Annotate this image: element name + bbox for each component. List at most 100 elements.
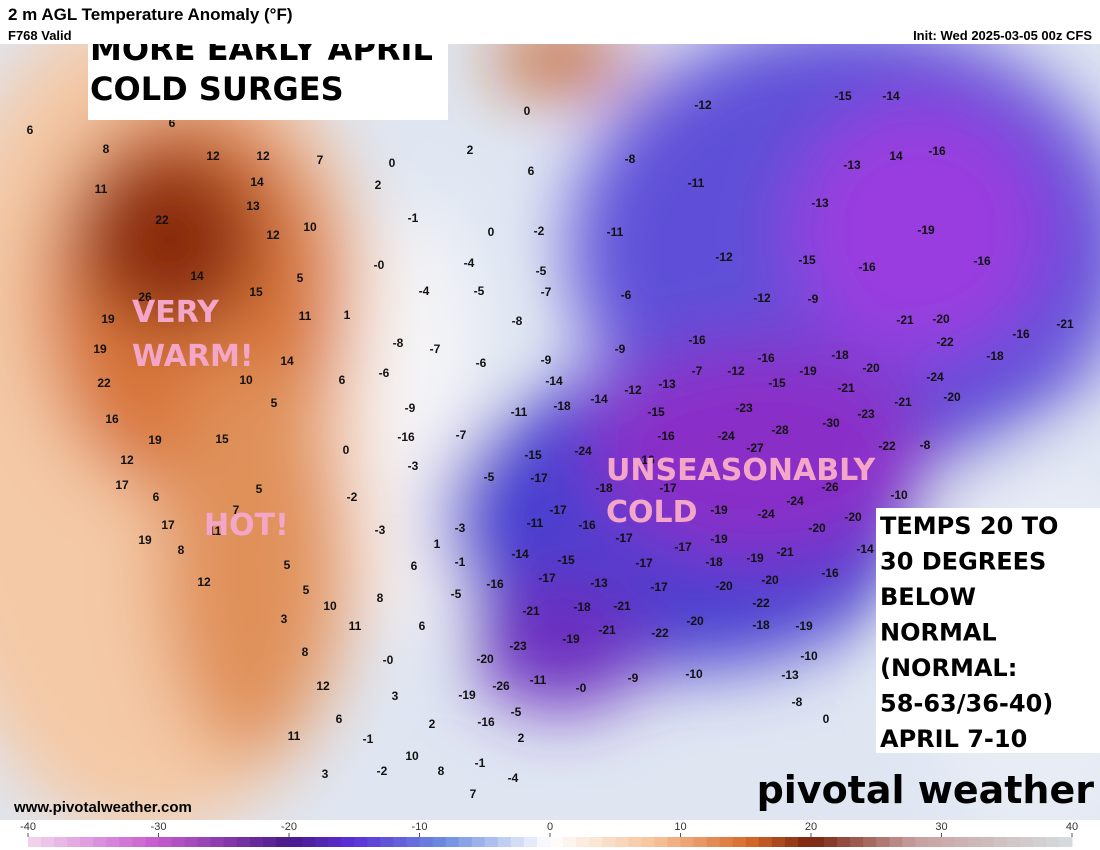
colorbar-swatch: [484, 837, 499, 847]
map-value: 10: [405, 749, 419, 763]
map-value: -20: [932, 312, 950, 326]
colorbar-tick-label: -30: [151, 821, 167, 833]
map-value: -5: [474, 284, 485, 298]
map-value: 3: [392, 689, 399, 703]
colorbar-swatch: [602, 837, 616, 847]
map-value: -20: [715, 579, 733, 593]
map-value: -24: [786, 494, 804, 508]
map-value: -15: [768, 376, 786, 390]
colorbar-swatch: [941, 837, 956, 847]
map-value: 15: [215, 432, 229, 446]
map-value: -15: [524, 448, 542, 462]
colorbar-swatch: [510, 837, 525, 847]
map-value: -21: [896, 313, 914, 327]
colorbar-swatch: [93, 837, 107, 847]
colorbar-tick-label: 20: [805, 821, 817, 833]
map-value: -6: [379, 366, 390, 380]
colorbar-swatch: [106, 837, 120, 847]
map-value: -19: [562, 632, 580, 646]
colorbar-swatch: [876, 837, 890, 847]
colorbar-swatch: [367, 837, 381, 847]
colorbar-swatch: [406, 837, 420, 847]
map-value: -19: [710, 503, 728, 517]
map-value: 19: [138, 533, 152, 547]
colorbar-swatch: [628, 837, 642, 847]
map-value: -11: [527, 516, 544, 530]
map-value: -10: [685, 667, 703, 681]
map-value: -21: [613, 599, 631, 613]
map-value: 11: [349, 619, 362, 633]
map-value: 0: [823, 712, 830, 726]
header-bar: [0, 0, 1100, 44]
map-value: 12: [120, 453, 134, 467]
map-value: -16: [657, 429, 675, 443]
map-value: -9: [541, 353, 552, 367]
map-value: -27: [746, 441, 764, 455]
colorbar-tick-label: 0: [547, 821, 553, 833]
map-value: 11: [209, 524, 222, 538]
map-value: -12: [624, 383, 642, 397]
map-value: -7: [430, 342, 441, 356]
map-value: -20: [808, 521, 826, 535]
colorbar-tick-label: 40: [1066, 821, 1078, 833]
colorbar-tick-label: -10: [412, 821, 428, 833]
valid: F768 Valid: [8, 28, 72, 43]
map-value: -4: [508, 771, 519, 785]
map-value: 19: [148, 433, 162, 447]
map-value: 17: [115, 478, 129, 492]
map-value: -1: [475, 756, 486, 770]
colorbar-swatch: [275, 837, 290, 847]
colorbar-swatch: [1032, 837, 1047, 847]
map-value: 0: [343, 443, 350, 457]
map-value: 1: [434, 537, 441, 551]
map-value: 26: [138, 290, 152, 304]
colorbar-swatch: [145, 837, 159, 847]
colorbar-swatch: [706, 837, 721, 847]
colorbar-swatch: [432, 837, 447, 847]
map-value: 14: [280, 354, 294, 368]
map-value: -22: [878, 439, 896, 453]
map-value: -19: [799, 364, 817, 378]
map-value: -9: [808, 292, 819, 306]
colorbar-swatch: [1045, 837, 1060, 847]
map-value: -7: [692, 364, 703, 378]
map-value: -19: [917, 223, 935, 237]
map-value: -22: [752, 596, 770, 610]
map-value: -18: [986, 349, 1004, 363]
note-line: 58-63/36-40): [880, 690, 1053, 718]
colorbar-swatch: [915, 837, 929, 847]
colorbar-swatch: [837, 837, 851, 847]
map-value: 5: [284, 558, 291, 572]
colorbar-swatch: [563, 837, 577, 847]
map-value: -2: [347, 490, 358, 504]
map-value: -20: [844, 510, 862, 524]
map-value: -20: [476, 652, 494, 666]
map-value: -23: [857, 407, 875, 421]
map-value: -3: [375, 523, 386, 537]
map-value: -6: [476, 356, 487, 370]
note-line: APRIL 7-10: [880, 725, 1027, 753]
map-value: 22: [97, 376, 111, 390]
colorbar-tick-label: 30: [935, 821, 947, 833]
map-value: -24: [574, 444, 592, 458]
map-value: -16: [637, 453, 655, 467]
map-value: -8: [512, 314, 523, 328]
note-line: 30 DEGREES: [880, 548, 1046, 576]
colorbar-swatch: [210, 837, 225, 847]
map-value: 11: [299, 309, 312, 323]
map-value: 3: [281, 612, 288, 626]
colorbar-swatch: [954, 837, 969, 847]
map-value: 6: [411, 559, 418, 573]
colorbar-swatch: [249, 837, 264, 847]
map-value: -16: [973, 254, 991, 268]
brand: pivotal weather: [757, 768, 1095, 812]
colorbar-swatch: [589, 837, 603, 847]
map-value: -10: [800, 649, 818, 663]
title: 2 m AGL Temperature Anomaly (°F): [8, 5, 293, 24]
colorbar-swatch: [615, 837, 629, 847]
colorbar-swatch: [745, 837, 760, 847]
map-value: -14: [856, 542, 874, 556]
map-value: -24: [757, 507, 775, 521]
colorbar-swatch: [132, 837, 146, 847]
